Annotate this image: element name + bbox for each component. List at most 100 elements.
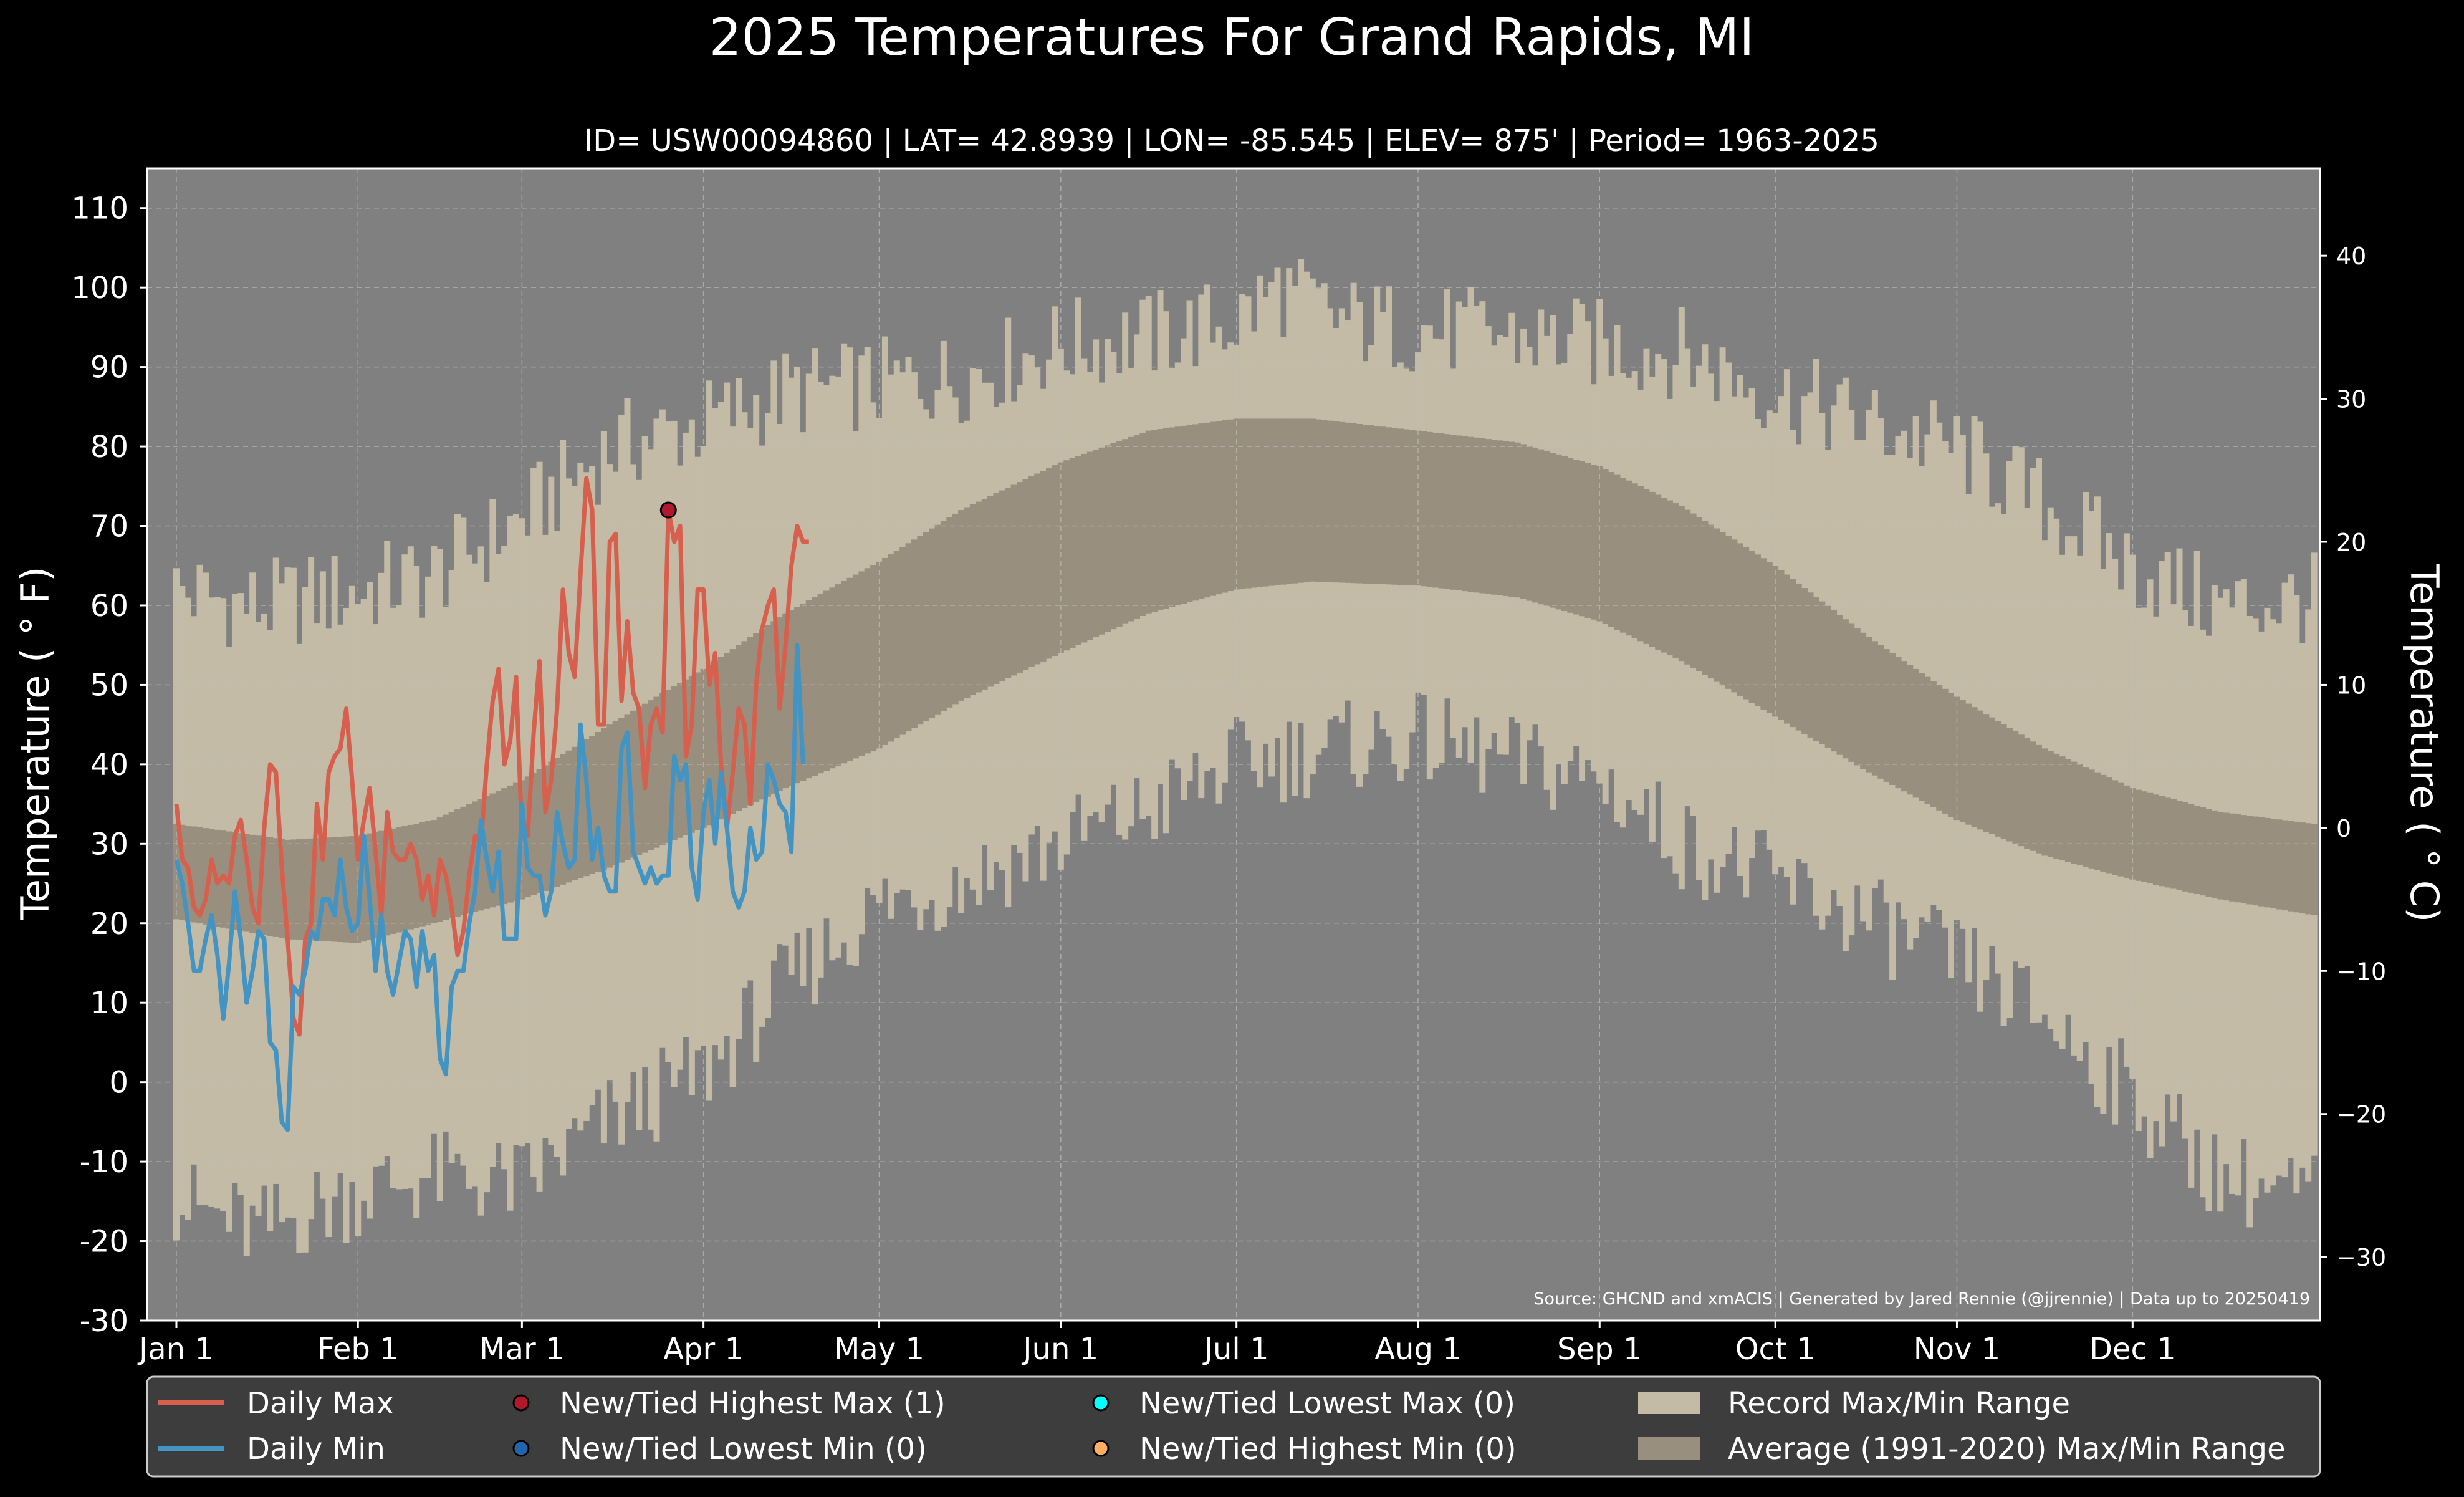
average-range-bar — [765, 625, 771, 797]
average-range-bar — [1321, 420, 1328, 582]
average-range-bar — [1386, 427, 1392, 585]
average-range-bar — [1766, 562, 1773, 713]
average-range-bar — [1005, 488, 1012, 678]
average-range-bar — [1983, 714, 1990, 832]
average-range-bar — [1257, 418, 1263, 587]
average-range-bar — [1403, 429, 1410, 585]
average-range-bar — [1069, 458, 1076, 648]
average-range-bar — [1550, 453, 1556, 608]
average-range-bar — [1379, 426, 1386, 584]
average-range-bar — [1485, 439, 1492, 594]
average-range-bar — [1871, 641, 1878, 776]
average-range-bar — [1262, 418, 1269, 587]
average-range-bar — [1502, 441, 1509, 596]
average-range-bar — [191, 826, 198, 923]
average-range-bar — [1561, 456, 1568, 612]
average-range-bar — [1444, 434, 1450, 589]
average-range-bar — [1988, 717, 1995, 835]
y-right-tick-label: 0 — [2336, 815, 2351, 842]
average-range-bar — [1426, 431, 1433, 587]
average-range-bar — [2035, 744, 2042, 854]
average-range-bar — [2059, 756, 2066, 861]
average-range-bar — [2229, 813, 2236, 902]
legend-swatch-patch — [1638, 1437, 1700, 1460]
average-range-bar — [1133, 435, 1140, 619]
average-range-bar — [348, 836, 355, 943]
legend-swatch-marker — [512, 1394, 530, 1412]
average-range-bar — [2176, 801, 2183, 890]
average-range-bar — [1526, 446, 1533, 601]
average-range-bar — [261, 836, 267, 935]
right-y-axis-ticks: −30 −20 −10 0 10 20 30 40 — [2320, 243, 2386, 1271]
average-range-bar — [899, 547, 906, 735]
average-range-bar — [905, 543, 912, 732]
average-range-bar — [881, 557, 888, 745]
average-range-bar — [284, 839, 291, 940]
average-range-bar — [788, 610, 795, 786]
average-range-bar — [1889, 653, 1896, 785]
average-range-bar — [231, 832, 238, 930]
average-range-bar — [800, 604, 807, 781]
average-range-bar — [1690, 513, 1697, 668]
average-range-bar — [600, 728, 607, 870]
average-range-bar — [1315, 419, 1322, 582]
average-range-bar — [917, 536, 924, 725]
x-tick-label: Oct 1 — [1735, 1332, 1816, 1367]
legend-label: Average (1991-2020) Max/Min Range — [1728, 1432, 2286, 1466]
average-range-bar — [677, 683, 684, 838]
y-tick-label: 60 — [90, 589, 128, 623]
average-range-bar — [1942, 688, 1949, 814]
y-right-tick-label: 40 — [2336, 243, 2366, 270]
average-range-bar — [1919, 673, 1925, 801]
average-range-bar — [501, 788, 508, 905]
legend-label: New/Tied Highest Max (1) — [560, 1386, 946, 1421]
average-range-bar — [1081, 453, 1088, 643]
average-range-bar — [560, 754, 567, 885]
average-range-bar — [2276, 819, 2283, 910]
average-range-bar — [1245, 418, 1252, 589]
average-range-bar — [325, 837, 332, 941]
x-tick-label: Jul 1 — [1202, 1332, 1269, 1367]
average-range-bar — [1907, 665, 1914, 795]
average-range-bar — [1356, 423, 1363, 584]
average-range-bar — [237, 833, 244, 931]
record-range-bar — [243, 614, 250, 1256]
record-range-bar — [2217, 597, 2224, 1212]
average-range-bar — [1901, 661, 1907, 792]
average-range-bar — [1725, 536, 1732, 689]
average-range-bar — [355, 835, 362, 943]
legend-label: New/Tied Lowest Min (0) — [560, 1432, 927, 1466]
average-range-bar — [1748, 551, 1755, 703]
record-range-bar — [296, 643, 303, 1253]
x-tick-label: Sep 1 — [1557, 1332, 1642, 1367]
left-y-axis-ticks: -30 -20 -10 0 10 20 30 40 50 60 70 80 90 100 110 — [71, 191, 147, 1339]
average-range-bar — [1479, 438, 1486, 594]
average-range-bar — [407, 824, 414, 930]
average-range-bar — [2299, 822, 2306, 913]
average-range-bar — [2200, 807, 2207, 896]
average-range-bar — [2205, 809, 2212, 897]
average-range-bar — [747, 637, 754, 806]
average-range-bar — [1151, 430, 1158, 612]
average-range-bar — [923, 532, 929, 721]
average-range-bar — [846, 577, 853, 761]
y-tick-label: 0 — [109, 1066, 128, 1100]
average-range-bar — [1052, 465, 1058, 656]
average-range-bar — [888, 554, 894, 742]
average-range-bar — [2305, 823, 2312, 915]
average-range-bar — [1790, 579, 1796, 728]
average-range-bar — [431, 820, 438, 923]
average-range-bar — [314, 838, 320, 941]
average-range-bar — [2018, 734, 2025, 847]
average-range-bar — [2258, 817, 2265, 907]
x-tick-label: Jun 1 — [1021, 1332, 1098, 1367]
average-range-bar — [2123, 785, 2130, 878]
average-range-bar — [536, 769, 543, 893]
average-range-bar — [466, 804, 472, 914]
average-range-bar — [1432, 432, 1439, 588]
average-range-bar — [1362, 425, 1369, 584]
average-range-bar — [1309, 418, 1316, 582]
average-range-bar — [1824, 605, 1831, 748]
average-range-bar — [1631, 483, 1638, 638]
average-range-bar — [1608, 472, 1615, 627]
